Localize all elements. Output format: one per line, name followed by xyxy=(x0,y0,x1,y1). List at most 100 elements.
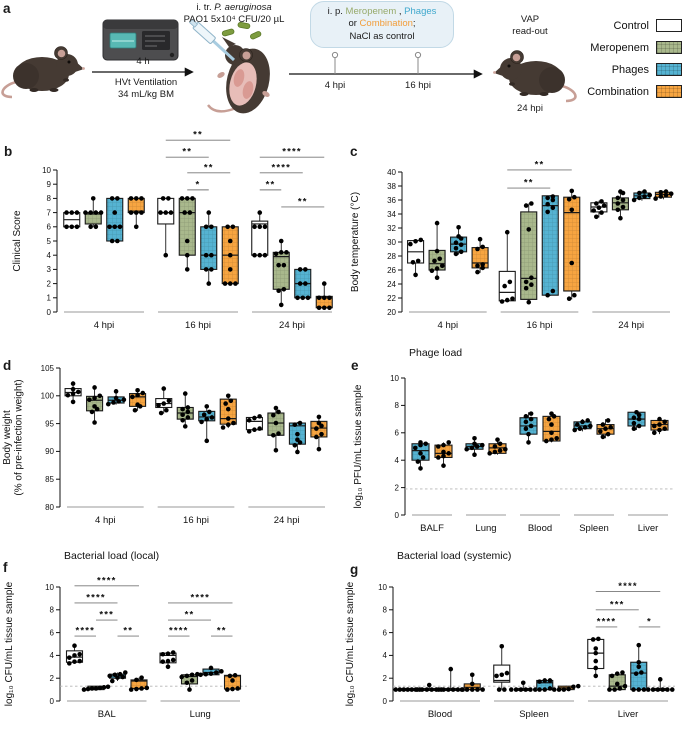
svg-text:****: **** xyxy=(97,575,117,586)
svg-text:****: **** xyxy=(618,581,638,592)
svg-text:80: 80 xyxy=(45,503,54,512)
panel-letter-d: d xyxy=(3,358,12,373)
svg-text:16 hpi: 16 hpi xyxy=(183,515,209,526)
panel-a-drawing xyxy=(1,18,577,114)
svg-text:**: ** xyxy=(535,159,545,170)
panel-letter-e: e xyxy=(351,358,359,373)
svg-text:8: 8 xyxy=(47,194,52,203)
bubble-or: or xyxy=(348,18,360,30)
legend-swatch-combination xyxy=(656,85,682,98)
svg-text:34: 34 xyxy=(387,210,396,219)
svg-text:4: 4 xyxy=(50,651,55,660)
svg-text:2: 2 xyxy=(47,279,52,288)
svg-text:log₁₀ CFU/mL tissue sample: log₁₀ CFU/mL tissue sample xyxy=(4,581,15,706)
svg-text:Phage load: Phage load xyxy=(409,347,462,359)
legend-row-control: Control xyxy=(587,19,682,32)
svg-text:0: 0 xyxy=(47,308,52,317)
svg-text:16 hpi: 16 hpi xyxy=(527,320,553,331)
svg-text:***: *** xyxy=(99,610,114,621)
bubble-semicolon: ; xyxy=(412,18,416,30)
bubble-control-note: NaCl as control xyxy=(349,30,415,42)
mouse-icon xyxy=(1,45,87,99)
legend-row-meropenem: Meropenem xyxy=(587,41,682,54)
readout-time: 24 hpi xyxy=(517,103,543,114)
svg-text:24 hpi: 24 hpi xyxy=(618,320,644,331)
svg-text:28: 28 xyxy=(387,252,396,261)
svg-text:**: ** xyxy=(123,626,133,637)
panel-a-schematic: i. tr. P. aeruginosa PAO1 5x10⁴ CFU/20 µ… xyxy=(0,0,685,118)
readout-line1: VAP xyxy=(520,14,540,25)
panel-e-phage-load: Phage load 0 2 4 6 8 10 log₁₀ PFU/mL tissue sam… xyxy=(345,342,685,545)
panel-letter-c: c xyxy=(350,144,358,159)
svg-text:24: 24 xyxy=(387,280,396,289)
svg-text:9: 9 xyxy=(47,180,52,189)
svg-text:4 hpi: 4 hpi xyxy=(94,320,115,331)
vap-mouse-icon xyxy=(491,49,577,103)
svg-text:**: ** xyxy=(193,130,203,141)
svg-text:30: 30 xyxy=(387,238,396,247)
bubble-combination: Combination xyxy=(359,18,413,30)
svg-text:26: 26 xyxy=(387,266,396,275)
bubble-prefix: i. p. xyxy=(327,6,346,17)
infection-organism: P. aeruginosa xyxy=(214,2,272,13)
svg-text:20: 20 xyxy=(387,308,396,317)
ventilator-icon xyxy=(102,19,179,61)
svg-text:32: 32 xyxy=(387,224,396,233)
panel-letter-f: f xyxy=(3,560,8,575)
svg-text:Lung: Lung xyxy=(475,523,496,534)
svg-text:Body weight: Body weight xyxy=(2,410,13,465)
svg-text:****: **** xyxy=(169,626,189,637)
svg-text:Clinical Score: Clinical Score xyxy=(12,210,23,272)
svg-text:0: 0 xyxy=(383,697,388,706)
svg-text:8: 8 xyxy=(50,606,55,615)
svg-text:*: * xyxy=(196,179,201,190)
legend-label-phages: Phages xyxy=(611,63,649,76)
svg-text:40: 40 xyxy=(387,168,396,177)
svg-text:24 hpi: 24 hpi xyxy=(274,515,300,526)
svg-text:4 hpi: 4 hpi xyxy=(438,320,459,331)
svg-text:**: ** xyxy=(524,178,534,189)
infection-dose: PAO1 5x10⁴ CFU/20 µL xyxy=(183,13,285,25)
svg-text:****: **** xyxy=(282,147,302,158)
svg-text:****: **** xyxy=(190,592,210,603)
svg-text:****: **** xyxy=(597,616,617,627)
panel-d-plot: 80 85 90 95 100 105 Body weight (% of pre-infec… xyxy=(2,364,328,526)
svg-text:**: ** xyxy=(185,610,195,621)
svg-text:105: 105 xyxy=(41,364,55,373)
timeline-tick-16hpi xyxy=(414,51,422,74)
intubated-mouse-icon xyxy=(188,18,270,114)
legend-label-combination: Combination xyxy=(587,85,649,98)
svg-text:log₁₀ CFU/mL tissue sample: log₁₀ CFU/mL tissue sample xyxy=(345,581,356,706)
svg-text:Bacterial load (systemic): Bacterial load (systemic) xyxy=(397,550,511,562)
svg-text:10: 10 xyxy=(45,583,54,592)
panel-letter-g: g xyxy=(350,562,359,577)
infection-label: i. tr. P. aeruginosa PAO1 5x10⁴ CFU/20 µ… xyxy=(148,2,320,26)
legend-label-control: Control xyxy=(613,19,649,32)
panel-g-plot: Bacterial load (systemic) 0 2 4 6 8 10 log₁₀ CF… xyxy=(345,550,675,720)
svg-text:85: 85 xyxy=(45,475,54,484)
svg-text:**: ** xyxy=(204,162,214,173)
svg-text:24 hpi: 24 hpi xyxy=(279,320,305,331)
svg-text:6: 6 xyxy=(383,628,388,637)
bacteria-icon xyxy=(221,21,262,40)
readout-line2: read-out xyxy=(512,25,548,37)
svg-text:7: 7 xyxy=(47,208,52,217)
ventilation-label-1: HVt Ventilation xyxy=(114,77,178,88)
svg-text:16 hpi: 16 hpi xyxy=(185,320,211,331)
ventilation-duration: 4 h xyxy=(136,56,150,67)
svg-text:***: *** xyxy=(610,599,625,610)
svg-text:(% of pre-infection weight): (% of pre-infection weight) xyxy=(14,379,25,495)
panel-c-body-temperature: 20 22 24 26 28 30 32 34 36 38 40 Body temperature (… xyxy=(340,118,685,342)
svg-text:10: 10 xyxy=(378,583,387,592)
ventilation-label-2: 34 mL/kg BM xyxy=(118,89,174,100)
timeline-tick-4hpi xyxy=(331,51,339,74)
svg-text:95: 95 xyxy=(45,419,54,428)
legend-swatch-control xyxy=(656,19,682,32)
svg-text:1: 1 xyxy=(47,294,52,303)
svg-text:22: 22 xyxy=(387,294,396,303)
infection-route: i. tr. xyxy=(196,2,215,13)
svg-text:10: 10 xyxy=(42,166,51,175)
legend-swatch-meropenem xyxy=(656,41,682,54)
legend-swatch-phages xyxy=(656,63,682,76)
svg-text:**: ** xyxy=(217,626,227,637)
